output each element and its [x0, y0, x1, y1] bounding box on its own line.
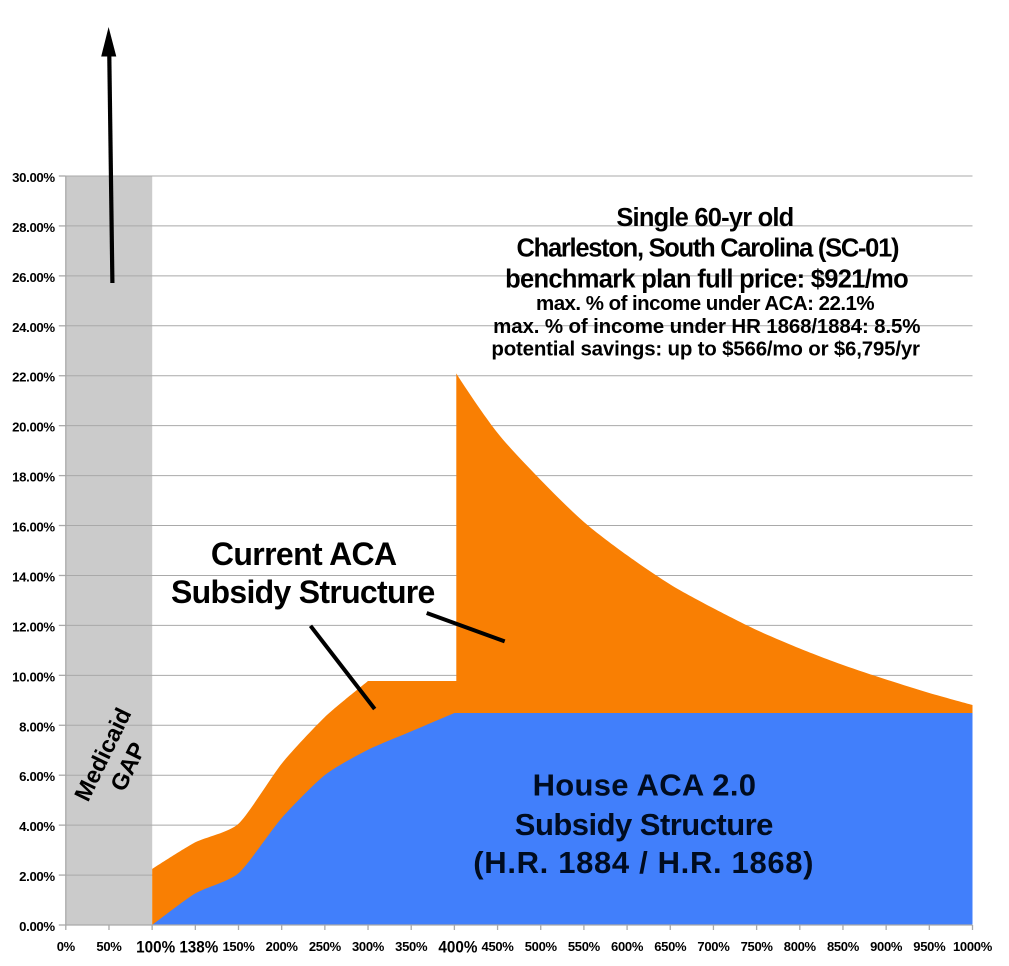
svg-text:550%: 550% — [568, 939, 601, 954]
svg-text:12.00%: 12.00% — [12, 619, 55, 634]
svg-text:100%: 100% — [136, 938, 175, 957]
svg-text:16.00%: 16.00% — [12, 520, 55, 535]
svg-text:Subsidy Structure: Subsidy Structure — [171, 574, 435, 610]
svg-text:350%: 350% — [395, 939, 428, 954]
svg-text:Single 60-yr old: Single 60-yr old — [616, 204, 794, 232]
svg-text:14.00%: 14.00% — [12, 569, 55, 584]
svg-text:0%: 0% — [57, 939, 76, 954]
svg-text:18.00%: 18.00% — [12, 470, 55, 485]
svg-text:10.00%: 10.00% — [12, 669, 55, 684]
svg-text:750%: 750% — [741, 939, 774, 954]
svg-text:House ACA 2.0: House ACA 2.0 — [533, 768, 756, 803]
svg-text:2.00%: 2.00% — [19, 869, 55, 884]
svg-text:300%: 300% — [352, 939, 385, 954]
svg-text:500%: 500% — [525, 939, 558, 954]
svg-text:450%: 450% — [482, 939, 515, 954]
svg-text:26.00%: 26.00% — [12, 270, 55, 285]
svg-text:30.00%: 30.00% — [12, 170, 55, 185]
svg-text:22.00%: 22.00% — [12, 370, 55, 385]
svg-text:850%: 850% — [827, 939, 860, 954]
svg-text:4.00%: 4.00% — [19, 819, 55, 834]
svg-text:250%: 250% — [309, 939, 342, 954]
svg-text:potential savings: up to $566/: potential savings: up to $566/mo or $6,7… — [491, 338, 920, 361]
svg-text:max. % of income under HR 1868: max. % of income under HR 1868/1884: 8.5… — [493, 315, 920, 338]
svg-text:1000%: 1000% — [953, 939, 993, 954]
svg-text:200%: 200% — [266, 939, 299, 954]
svg-text:400%: 400% — [438, 938, 477, 957]
svg-text:650%: 650% — [654, 939, 687, 954]
svg-text:20.00%: 20.00% — [12, 420, 55, 435]
svg-text:950%: 950% — [913, 939, 946, 954]
svg-text:6.00%: 6.00% — [19, 769, 55, 784]
svg-text:50%: 50% — [96, 939, 122, 954]
svg-text:Current ACA: Current ACA — [211, 536, 397, 572]
svg-text:700%: 700% — [697, 939, 730, 954]
svg-text:600%: 600% — [611, 939, 644, 954]
svg-text:benchmark plan full price: $92: benchmark plan full price: $921/mo — [505, 266, 909, 294]
svg-text:0.00%: 0.00% — [19, 919, 55, 934]
svg-text:Charleston, South Carolina (SC: Charleston, South Carolina (SC-01) — [517, 235, 900, 263]
svg-text:8.00%: 8.00% — [19, 719, 55, 734]
svg-text:(H.R. 1884 / H.R. 1868): (H.R. 1884 / H.R. 1868) — [473, 845, 813, 880]
svg-text:150%: 150% — [222, 939, 255, 954]
svg-text:138%: 138% — [179, 938, 218, 957]
svg-text:24.00%: 24.00% — [12, 320, 55, 335]
svg-text:28.00%: 28.00% — [12, 220, 55, 235]
svg-text:900%: 900% — [870, 939, 903, 954]
svg-text:800%: 800% — [784, 939, 817, 954]
svg-text:max. % of income under ACA: 22: max. % of income under ACA: 22.1% — [536, 292, 875, 315]
svg-text:Subsidy Structure: Subsidy Structure — [515, 807, 774, 842]
